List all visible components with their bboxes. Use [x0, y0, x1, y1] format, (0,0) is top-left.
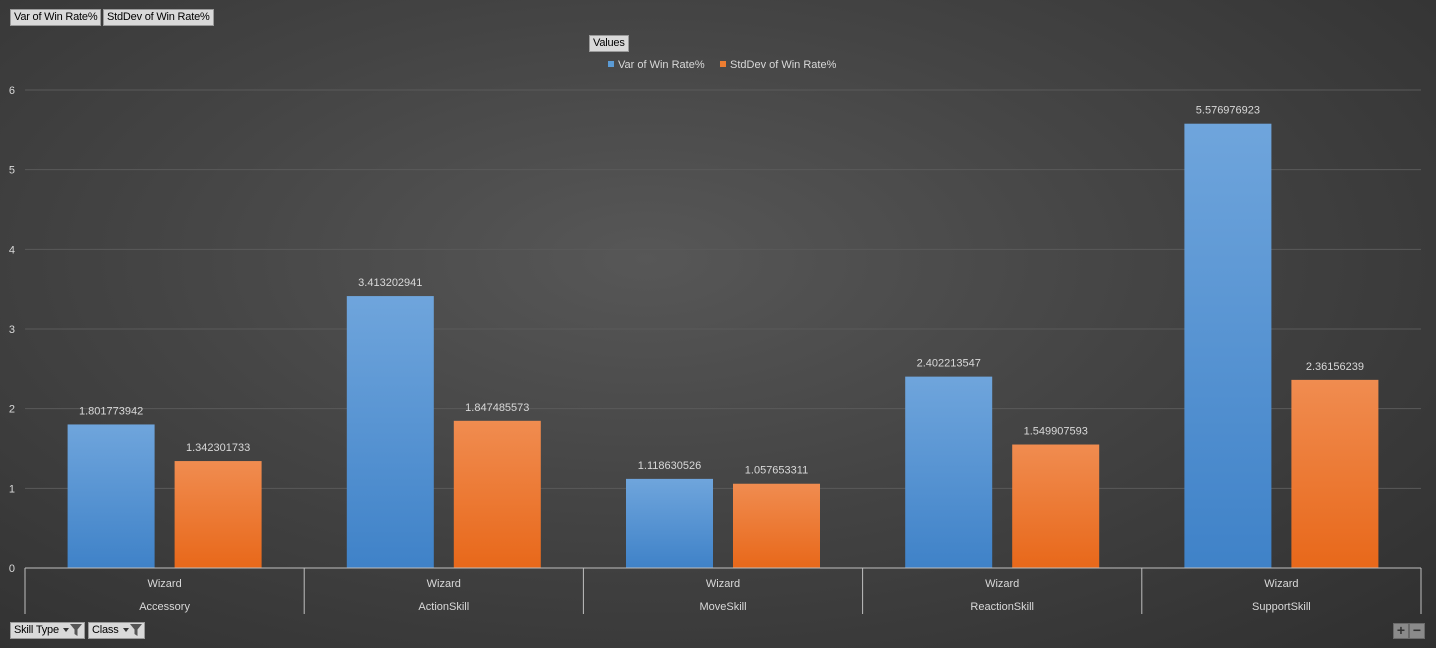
- data-label: 1.847485573: [465, 402, 529, 414]
- data-label: 1.342301733: [186, 442, 250, 454]
- bar: [1012, 444, 1100, 568]
- data-label: 1.549907593: [1024, 426, 1088, 438]
- bar: [346, 296, 434, 568]
- x-category-label: ReactionSkill: [970, 601, 1034, 613]
- data-label: 1.801773942: [79, 405, 143, 417]
- bar: [733, 483, 820, 568]
- data-label: 1.118630526: [638, 460, 701, 472]
- data-label: 1.057653311: [745, 465, 808, 477]
- y-tick-label: 2: [9, 404, 15, 416]
- dropdown-arrow-icon: [62, 628, 69, 633]
- class-label: Class: [92, 624, 119, 636]
- y-tick-label: 5: [9, 165, 15, 177]
- x-category-label: MoveSkill: [699, 601, 746, 613]
- y-tick-label: 4: [9, 244, 15, 256]
- bar: [174, 461, 262, 568]
- y-tick-label: 0: [9, 563, 15, 575]
- filter-funnel-icon: [129, 623, 142, 636]
- data-label: 2.36156239: [1306, 361, 1364, 373]
- filter-funnel-icon: [69, 623, 82, 636]
- data-label: 3.413202941: [358, 277, 422, 289]
- data-label: 2.402213547: [917, 358, 981, 370]
- x-category-label: SupportSkill: [1252, 601, 1311, 613]
- legend-swatch: [720, 61, 726, 67]
- collapse-minus-button[interactable]: −: [1409, 623, 1425, 639]
- y-tick-label: 1: [9, 483, 15, 495]
- value-field-button-stddev[interactable]: StdDev of Win Rate%: [103, 9, 214, 26]
- bar: [905, 376, 993, 568]
- expand-plus-button[interactable]: +: [1393, 623, 1409, 639]
- x-subcategory-label: Wizard: [1264, 578, 1298, 590]
- data-label: 5.576976923: [1196, 105, 1260, 117]
- bar: [1184, 123, 1272, 568]
- legend-label: StdDev of Win Rate%: [730, 59, 837, 71]
- y-tick-label: 3: [9, 324, 15, 336]
- skill-type-label: Skill Type: [14, 624, 59, 636]
- y-tick-label: 6: [9, 85, 15, 97]
- axis-field-button-skill-type[interactable]: Skill Type: [10, 622, 85, 639]
- x-category-label: Accessory: [139, 601, 190, 613]
- bar: [626, 478, 713, 568]
- value-field-button-var[interactable]: Var of Win Rate%: [10, 9, 102, 26]
- x-subcategory-label: Wizard: [147, 578, 181, 590]
- x-subcategory-label: Wizard: [427, 578, 461, 590]
- bar: [67, 424, 155, 568]
- bar: [1291, 379, 1379, 568]
- x-subcategory-label: Wizard: [706, 578, 740, 590]
- axis-field-button-class[interactable]: Class: [88, 622, 145, 639]
- dropdown-arrow-icon: [122, 628, 129, 633]
- x-category-label: ActionSkill: [418, 601, 469, 613]
- legend: Var of Win Rate% StdDev of Win Rate%: [608, 59, 837, 71]
- bar: [453, 420, 541, 568]
- legend-swatch: [608, 61, 614, 67]
- legend-field-button-values[interactable]: Values: [589, 35, 629, 52]
- legend-label: Var of Win Rate%: [618, 59, 705, 71]
- x-subcategory-label: Wizard: [985, 578, 1019, 590]
